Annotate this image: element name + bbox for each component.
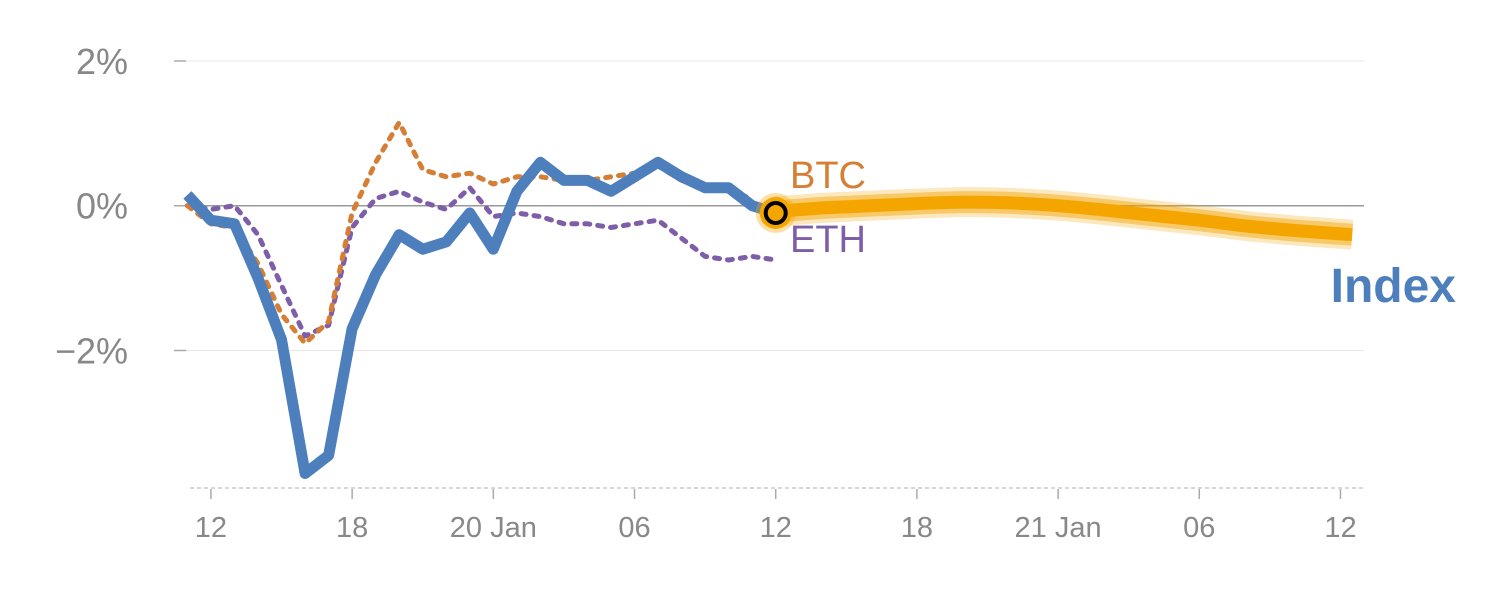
x-tick-label: 21 Jan	[1015, 512, 1102, 544]
x-tick-label: 12	[1324, 512, 1356, 544]
x-tick-label: 06	[1183, 512, 1215, 544]
x-tick-label: 06	[618, 512, 650, 544]
index-series-line	[183, 156, 778, 479]
marker-dot	[763, 200, 788, 225]
btc-label: BTC	[790, 155, 866, 197]
eth-series-line	[184, 185, 779, 339]
x-tick-label: 18	[336, 512, 368, 544]
series-labels: BTC ETH Index	[790, 155, 1456, 313]
index-label: Index	[1331, 260, 1457, 313]
x-axis: 12 18 20 Jan 06 12 18 21 Jan 06 12	[190, 487, 1364, 544]
eth-label: ETH	[790, 219, 866, 261]
x-tick-label: 12	[195, 512, 227, 544]
y-axis: 2% 0% −2%	[55, 41, 186, 371]
y-tick-label: 0%	[76, 186, 128, 227]
forecast-band	[774, 187, 1354, 250]
current-point-marker	[755, 192, 796, 233]
series-lines	[183, 120, 1354, 479]
forecast-band-core	[775, 195, 1353, 242]
y-tick-label: −2%	[55, 330, 128, 371]
x-tick-label: 20 Jan	[450, 512, 537, 544]
y-tick-label: 2%	[76, 41, 128, 82]
x-tick-label: 18	[901, 512, 933, 544]
x-tick-label: 12	[760, 512, 792, 544]
